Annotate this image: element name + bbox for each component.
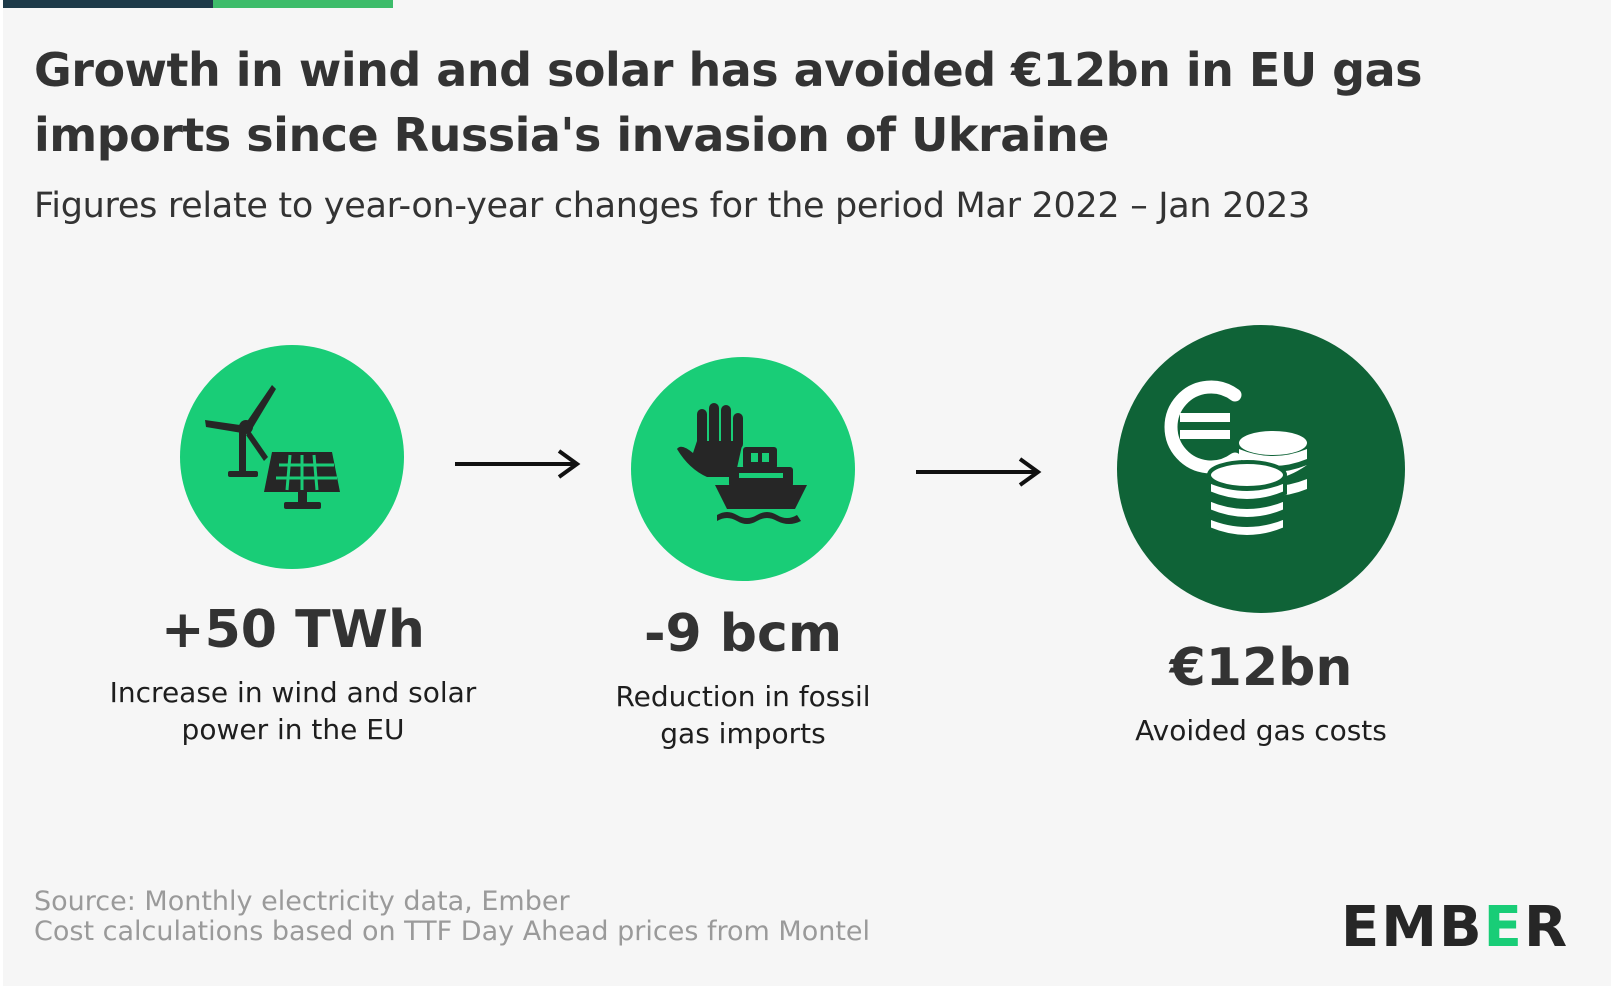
top-accent-bar-dark — [3, 0, 213, 8]
step-3-description: Avoided gas costs — [1135, 714, 1387, 747]
euro-coins-icon — [1164, 380, 1307, 539]
step-3-value: €12bn — [1169, 638, 1353, 698]
logo-part-e: E — [1483, 895, 1524, 960]
wind-solar-icon — [205, 385, 340, 509]
infographic-card: Growth in wind and solar has avoided €12… — [3, 0, 1611, 986]
source-line-2: Cost calculations based on TTF Day Ahead… — [34, 916, 871, 947]
top-accent-bar-green — [213, 0, 393, 8]
step-2-value: -9 bcm — [643, 604, 843, 664]
step-2-description: Reduction in fossil gas imports — [615, 680, 871, 750]
page-subtitle: Figures relate to year-on-year changes f… — [34, 186, 1310, 226]
page-title: Growth in wind and solar has avoided €12… — [34, 43, 1423, 162]
arrow-right-icon — [916, 457, 1042, 487]
logo-part-r: R — [1523, 895, 1570, 960]
stop-gas-ship-icon — [677, 403, 807, 524]
step-1-description: Increase in wind and solar power in the … — [109, 676, 477, 746]
ember-logo: EMBER — [1341, 898, 1569, 958]
logo-part-emb: EMB — [1341, 895, 1484, 960]
source-line-1: Source: Monthly electricity data, Ember — [34, 886, 570, 917]
step-1-value: +50 TWh — [161, 600, 425, 660]
arrow-right-icon — [455, 449, 581, 479]
